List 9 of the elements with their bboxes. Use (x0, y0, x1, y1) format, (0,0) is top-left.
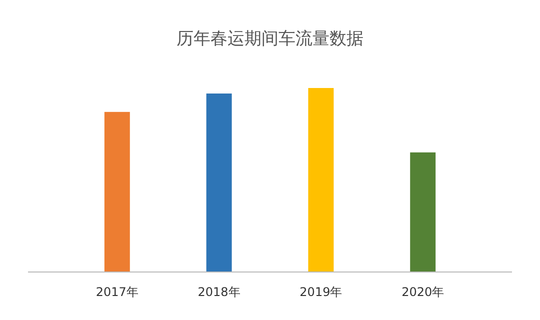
x-tick-label: 2017年 (96, 285, 138, 299)
bar (308, 88, 334, 272)
x-tick-label: 2019年 (300, 285, 342, 299)
bar (104, 112, 130, 272)
x-tick-label: 2018年 (198, 285, 240, 299)
bar (206, 94, 232, 272)
chart-title: 历年春运期间车流量数据 (176, 29, 364, 49)
bar (410, 152, 436, 272)
x-tick-label: 2020年 (402, 285, 444, 299)
